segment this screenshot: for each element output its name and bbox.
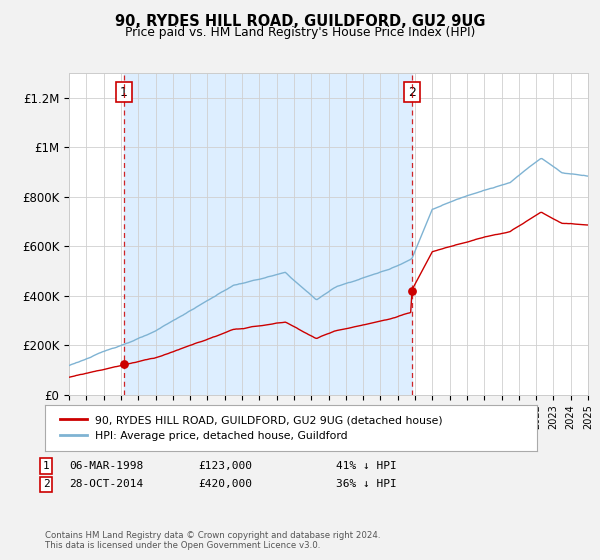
- Text: Contains HM Land Registry data © Crown copyright and database right 2024.
This d: Contains HM Land Registry data © Crown c…: [45, 531, 380, 550]
- Text: 1: 1: [120, 86, 128, 99]
- Text: 90, RYDES HILL ROAD, GUILDFORD, GU2 9UG: 90, RYDES HILL ROAD, GUILDFORD, GU2 9UG: [115, 14, 485, 29]
- Text: 06-MAR-1998: 06-MAR-1998: [69, 461, 143, 471]
- Legend: 90, RYDES HILL ROAD, GUILDFORD, GU2 9UG (detached house), HPI: Average price, de: 90, RYDES HILL ROAD, GUILDFORD, GU2 9UG …: [55, 411, 448, 445]
- Text: 1: 1: [43, 461, 50, 471]
- Text: 41% ↓ HPI: 41% ↓ HPI: [336, 461, 397, 471]
- Text: 28-OCT-2014: 28-OCT-2014: [69, 479, 143, 489]
- Text: 2: 2: [408, 86, 416, 99]
- Text: £420,000: £420,000: [198, 479, 252, 489]
- Text: 2: 2: [43, 479, 50, 489]
- Bar: [124, 73, 412, 395]
- Text: 36% ↓ HPI: 36% ↓ HPI: [336, 479, 397, 489]
- Point: [407, 286, 416, 295]
- Text: Price paid vs. HM Land Registry's House Price Index (HPI): Price paid vs. HM Land Registry's House …: [125, 26, 475, 39]
- Text: £123,000: £123,000: [198, 461, 252, 471]
- Point: [119, 360, 128, 369]
